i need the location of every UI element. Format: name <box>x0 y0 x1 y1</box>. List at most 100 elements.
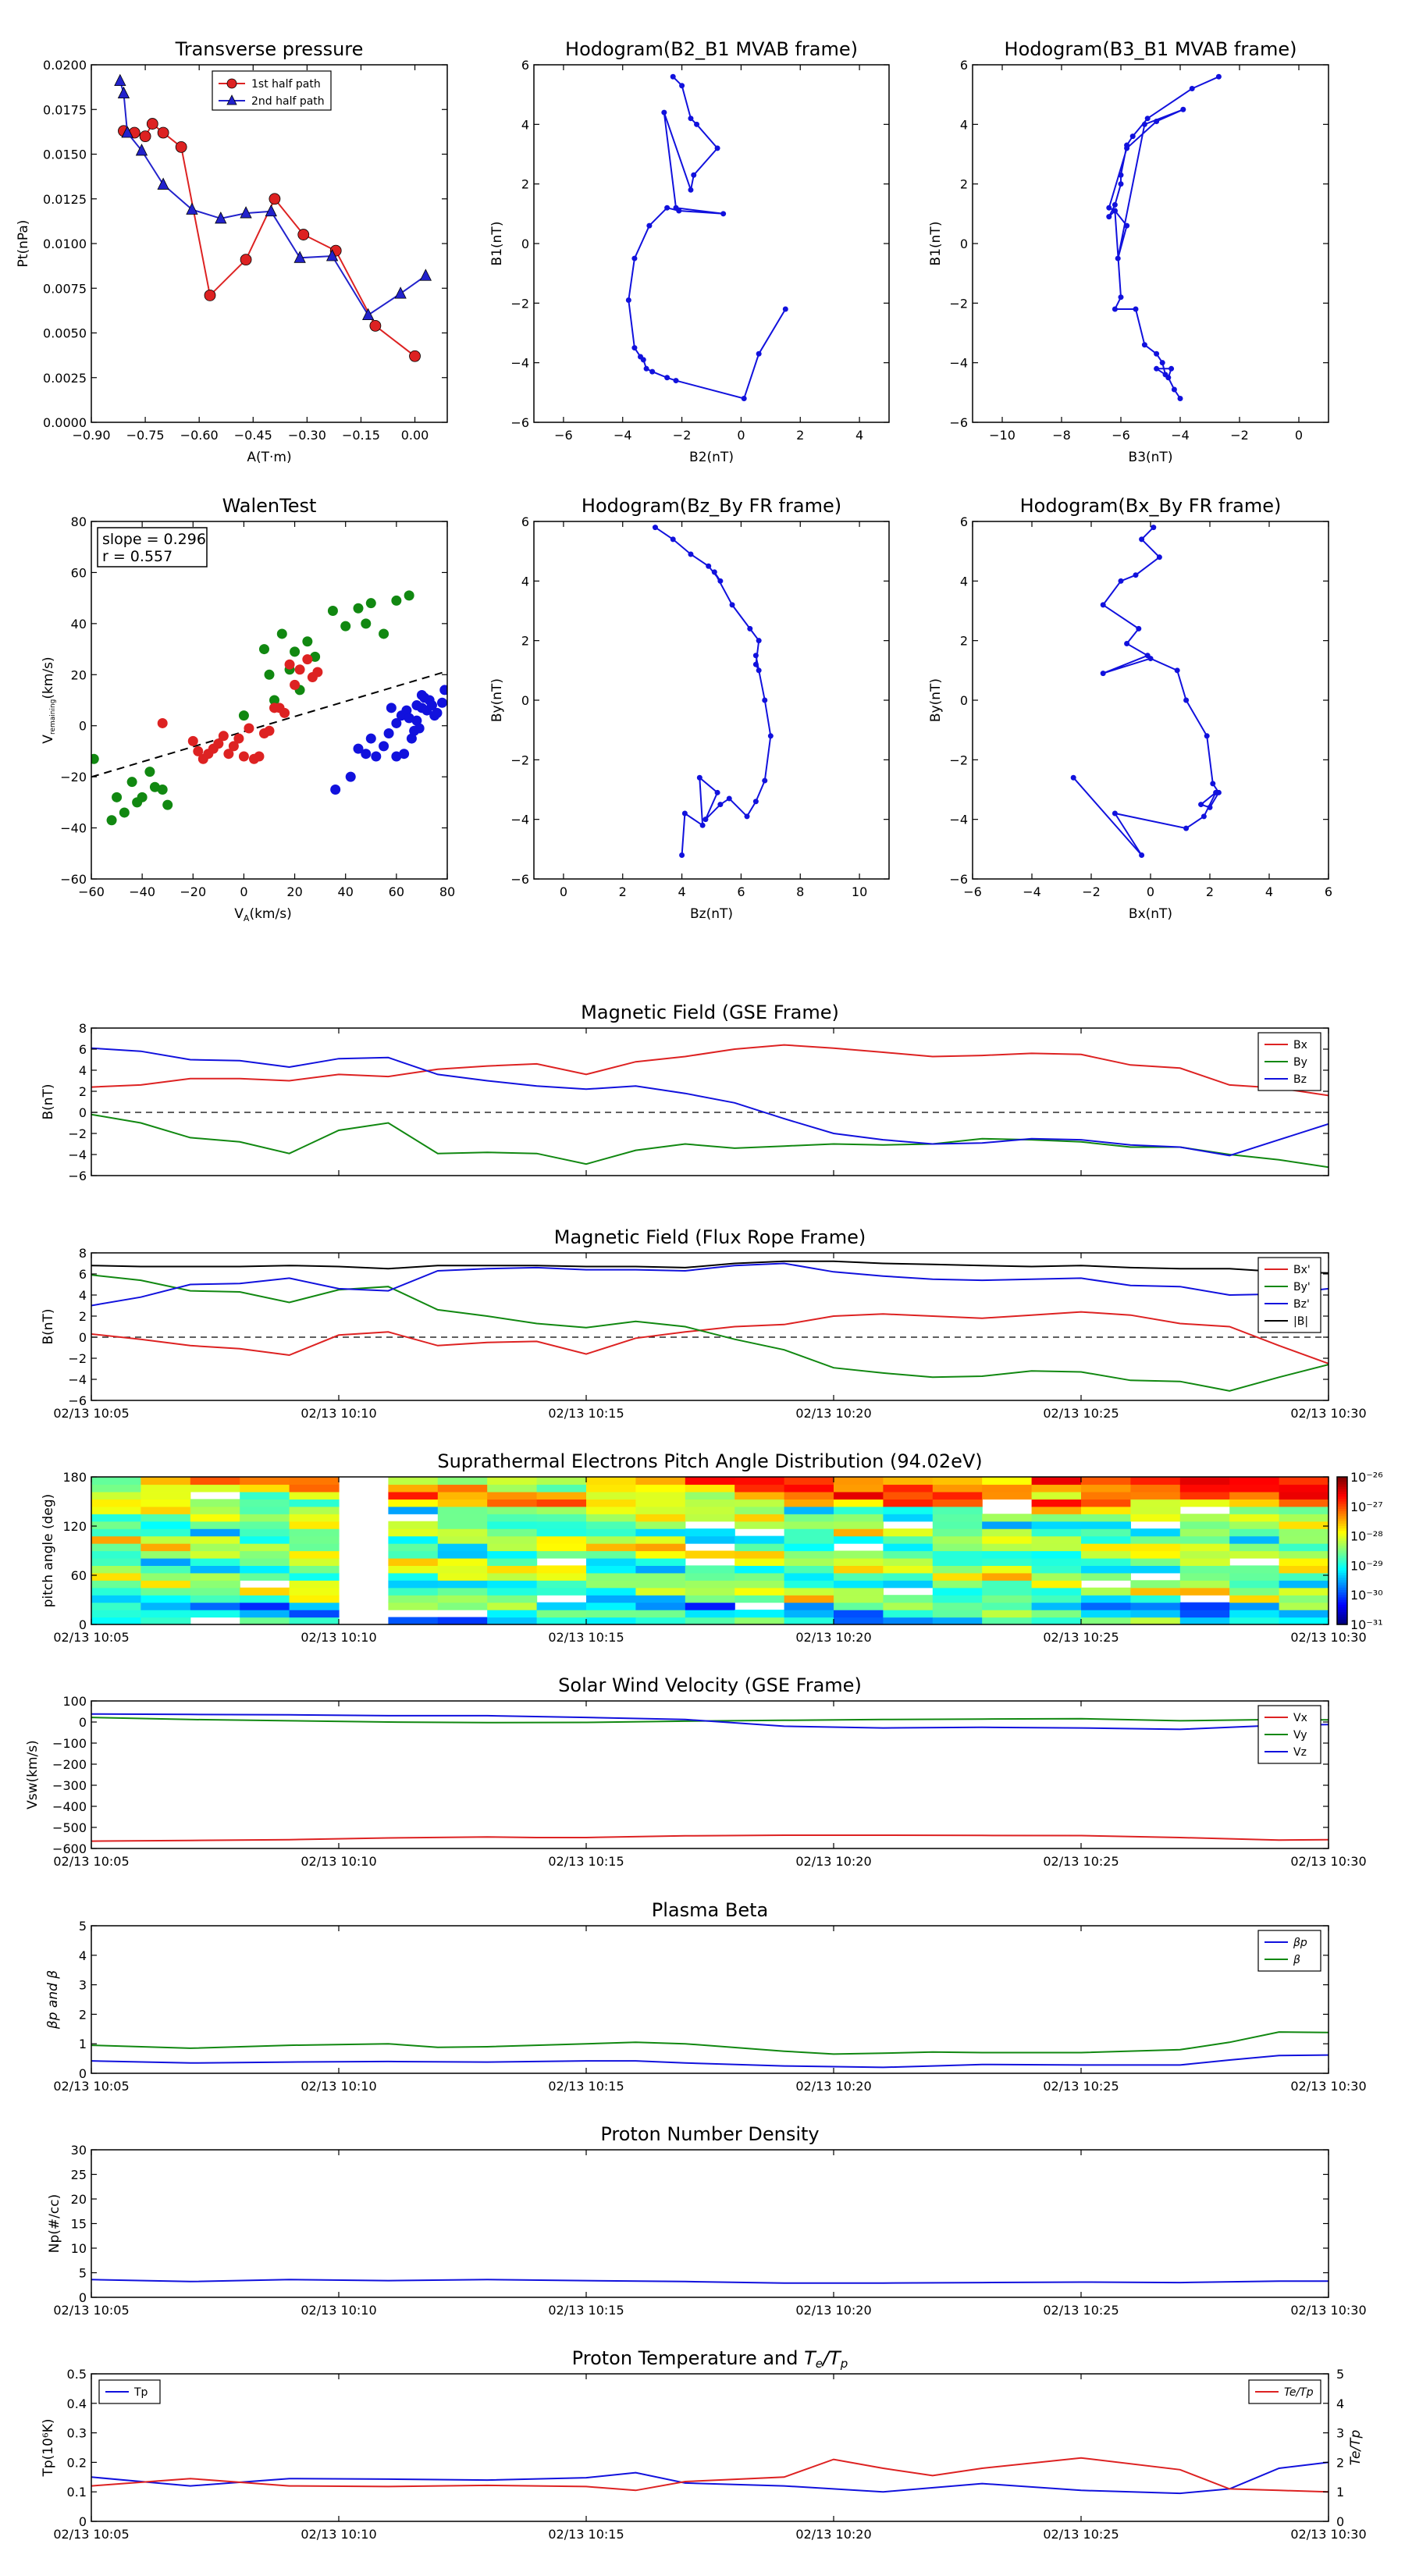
data-point <box>1147 656 1154 662</box>
heatmap-cell <box>487 1521 538 1529</box>
heatmap-cell <box>932 1602 983 1610</box>
heatmap-cell <box>586 1506 636 1514</box>
heatmap-cell <box>586 1565 636 1574</box>
data-point <box>1177 395 1183 401</box>
heatmap-cell <box>91 1528 141 1537</box>
heatmap-cell <box>784 1595 834 1603</box>
chart-title: Proton Number Density <box>600 2123 819 2145</box>
x-tick-label: 02/13 10:15 <box>548 1406 624 1421</box>
colorbar-step <box>1337 1499 1347 1503</box>
heatmap-cell <box>388 1477 439 1485</box>
data-point <box>1165 375 1172 381</box>
colorbar-step <box>1337 1516 1347 1520</box>
series-line <box>91 2279 1329 2284</box>
y-tick-label: −60 <box>60 872 87 887</box>
x-tick-label: −6 <box>963 884 982 899</box>
heatmap-cell <box>289 1610 340 1618</box>
data-point <box>144 767 155 777</box>
heatmap-cell <box>1130 1580 1181 1589</box>
x-tick-label: −10 <box>989 428 1016 443</box>
heatmap-cell <box>834 1484 884 1493</box>
series-line <box>1108 76 1219 400</box>
y-tick-label: 0 <box>521 693 529 708</box>
y-tick-label: 0.0075 <box>43 281 87 296</box>
colorbar-step <box>1337 1548 1347 1552</box>
heatmap-cell <box>388 1528 439 1537</box>
heatmap-cell <box>536 1610 587 1618</box>
heatmap-cell <box>1130 1477 1181 1485</box>
data-point <box>1124 222 1130 229</box>
y-axis-label: βp and β <box>45 1970 61 2030</box>
heatmap-cell <box>487 1506 538 1514</box>
heatmap-cell <box>289 1595 340 1603</box>
colorbar-step <box>1337 1555 1347 1559</box>
chart-title: Suprathermal Electrons Pitch Angle Distr… <box>437 1450 982 1472</box>
data-point <box>1213 789 1219 795</box>
heatmap-cell <box>1279 1565 1329 1574</box>
heatmap-cell <box>685 1491 735 1500</box>
legend-marker <box>226 78 237 89</box>
data-point <box>240 206 252 219</box>
y-tick-label: −6 <box>510 872 529 887</box>
heatmap-cell <box>1229 1565 1280 1574</box>
y-axis-label: B(nT) <box>41 1083 56 1119</box>
heatmap-cell <box>437 1535 488 1544</box>
y-tick-label: −2 <box>510 296 529 311</box>
heatmap-cell <box>685 1514 735 1522</box>
heatmap-cell <box>932 1595 983 1603</box>
x-tick-label: 6 <box>1325 884 1332 899</box>
heatmap-cell <box>932 1610 983 1618</box>
data-point <box>369 319 382 332</box>
heatmap-cell <box>536 1587 587 1596</box>
data-point <box>699 822 706 828</box>
data-point <box>631 345 638 351</box>
heatmap-cell <box>586 1617 636 1624</box>
series-line <box>654 526 772 856</box>
y-axis: −6 −4 −2 0 2 4 6 B1(nT) <box>928 58 1329 430</box>
colorbar-step <box>1337 1501 1347 1505</box>
data-point <box>670 73 676 80</box>
y-tick-label: 0 <box>79 2290 87 2305</box>
heatmap-cell <box>1279 1543 1329 1552</box>
heatmap-cell <box>388 1557 439 1566</box>
data-point <box>714 145 720 151</box>
x-tick-label: −40 <box>129 884 155 899</box>
heatmap-cell <box>487 1491 538 1500</box>
heatmap-cell <box>735 1477 785 1485</box>
heatmap-cell <box>190 1543 240 1552</box>
heatmap-cell <box>1081 1521 1131 1529</box>
heatmap-cell <box>1130 1506 1181 1514</box>
heatmap-cell <box>1179 1543 1230 1552</box>
heatmap-cell <box>1179 1484 1230 1493</box>
heatmap-cell <box>982 1580 1033 1589</box>
x-tick-label: 02/13 10:20 <box>795 1854 871 1869</box>
heatmap-cell <box>240 1595 290 1603</box>
heatmap-cell <box>240 1587 290 1596</box>
heatmap-cell <box>586 1521 636 1529</box>
heatmap-cell <box>91 1514 141 1522</box>
data-point <box>365 733 376 744</box>
heatmap-cell <box>1130 1550 1181 1559</box>
heatmap-cell <box>437 1484 488 1493</box>
x-tick-label: 02/13 10:05 <box>53 1630 129 1645</box>
colorbar-step <box>1337 1550 1347 1554</box>
series-1st-half-path <box>118 118 421 362</box>
y-tick-label: 25 <box>71 2168 87 2183</box>
heatmap-cell <box>536 1565 587 1574</box>
colorbar-step <box>1337 1543 1347 1546</box>
data-point <box>353 603 364 614</box>
data-point <box>411 715 422 726</box>
heatmap-cell <box>140 1499 191 1507</box>
heatmap-cell <box>1179 1499 1230 1507</box>
heatmap-cell <box>289 1499 340 1507</box>
data-point <box>1129 133 1136 140</box>
colorbar-tick-label: 10⁻³¹ <box>1350 1617 1383 1632</box>
y-tick-label: 0.5 <box>67 2367 87 2382</box>
heatmap-cell <box>735 1617 785 1624</box>
heatmap-cell <box>190 1521 240 1529</box>
heatmap-cell <box>784 1543 834 1552</box>
y-tick-label: 0 <box>960 693 968 708</box>
colorbar-tick-label: 10⁻³⁰ <box>1350 1588 1383 1603</box>
heatmap-cell <box>834 1550 884 1559</box>
plot-area <box>114 73 432 362</box>
